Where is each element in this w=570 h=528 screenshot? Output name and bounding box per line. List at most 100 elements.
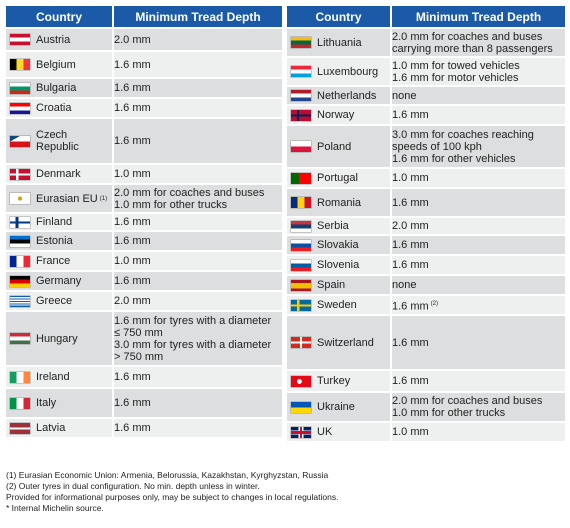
flag-no-icon [291,109,311,121]
country-name: Bulgaria [36,82,77,94]
flag-fr-icon [10,255,30,267]
country-cell: Ireland [6,365,114,387]
country-cell: UK [287,421,392,441]
flag-nl-icon [291,90,311,101]
footnote-marker: (1) [99,195,108,202]
depth-line: 1.6 mm for tyres with a diameter [114,314,272,327]
depth-cell: 1.6 mm [392,187,565,216]
depth-line: 1.6 mm [392,109,429,121]
flag-se-icon [291,299,311,311]
depth-line: 1.0 mm [114,168,151,180]
country-name: Turkey [317,375,351,387]
left-header-row: Country Minimum Tread Depth [6,6,282,27]
depth-line: 1.6 mm [114,275,151,287]
flag-tr-icon [291,375,311,387]
country-cell: Finland [6,212,114,230]
flag-eaeu-icon [10,193,30,204]
country-cell: Norway [287,104,392,124]
country-cell: Slovenia [287,254,392,274]
flag-hr-icon [10,102,30,114]
flag-sk-icon [291,239,311,251]
table-row: Romania 1.6 mm [287,187,565,216]
table-row: Denmark 1.0 mm [6,163,282,183]
country-name: Croatia [36,102,72,114]
country-cell: Switzerland [287,314,392,369]
table-row: Serbia 2.0 mm [287,216,565,234]
depth-cell: 1.6 mm [114,50,282,77]
country-cell-content: Switzerland [287,337,390,349]
country-cell: France [6,250,114,270]
country-name: Romania [317,196,362,209]
depth-cell: 1.6 mm [392,254,565,274]
country-cell: Lithuania [287,27,392,56]
country-cell-content: Latvia [6,422,112,434]
depth-line: 1.0 mm [392,426,429,438]
depth-line: 1.0 mm [392,172,429,184]
flag-rs-icon [291,220,311,232]
depth-cell: none [392,85,565,104]
depth-cell: 1.6 mm for tyres with a diameter ≤ 750 mm… [114,310,282,365]
depth-column-header: Minimum Tread Depth [392,6,565,27]
table-row: Bulgaria 1.6 mm [6,77,282,97]
country-cell-content: Croatia [6,102,112,114]
flag-ch-icon [291,337,311,348]
country-name: France [36,255,71,267]
right-table-body: Lithuania 2.0 mm for coaches and buses car… [287,27,565,441]
depth-cell: 1.6 mm [114,117,282,163]
country-name: Ukraine [317,401,355,413]
country-cell: Turkey [287,369,392,391]
footnote-source: * Internal Michelin source. [6,503,104,513]
table-row: Germany 1.6 mm [6,270,282,290]
depth-cell: 1.0 mm [392,421,565,441]
flag-ro-icon [291,197,311,208]
country-name: UK [317,426,333,438]
country-cell-content: Hungary [6,333,112,345]
flag-de-icon [10,275,30,287]
country-name: Belgium [36,58,76,71]
flag-ua-icon [291,401,311,413]
table-row: UK 1.0 mm [287,421,565,441]
depth-line: 1.6 mm [392,300,429,313]
depth-line: 1.6 mm [114,102,151,114]
depth-cell: 1.6 mm [392,314,565,369]
depth-line: 2.0 mm for coaches and buses [392,30,543,43]
country-cell-content: Slovakia [287,239,390,251]
country-name: Austria [36,33,71,46]
country-cell-content: Norway [287,109,390,121]
country-column-header: Country [287,6,392,27]
country-cell: Romania [287,187,392,216]
depth-cell: 1.0 mm [114,163,282,183]
table-row: Slovakia 1.6 mm [287,234,565,254]
footnote-1: (1) Eurasian Economic Union: Armenia, Be… [6,470,329,480]
depth-line: 1.6 mm [392,336,429,349]
depth-cell: 1.6 mm [114,417,282,437]
country-name: Hungary [36,332,78,345]
country-cell-content: Romania [287,197,390,209]
country-name: Portugal [317,172,358,184]
table-row: Turkey 1.6 mm [287,369,565,391]
depth-line: 1.0 mm for other trucks [114,198,228,211]
depth-cell: 1.6 mm [114,270,282,290]
country-name: Poland [317,140,352,153]
flag-ie-icon [10,371,30,383]
depth-line: 1.6 mm [392,375,429,387]
country-name: Switzerland [317,336,374,349]
depth-line: 1.6 mm [114,371,151,383]
country-name: Slovenia [317,259,360,271]
country-name: Lithuania [317,36,362,49]
country-cell: Estonia [6,230,114,250]
flag-uk-icon [291,426,311,438]
country-cell: Serbia [287,216,392,234]
country-cell-content: Bulgaria [6,82,112,94]
table-row: Switzerland 1.6 mm [287,314,565,369]
country-cell-content: Austria [6,34,112,46]
country-name: Serbia [317,220,349,232]
depth-line: ≤ 750 mm [114,326,163,339]
depth-cell: 1.6 mm [114,212,282,230]
flag-lt-icon [291,37,311,48]
country-name: Netherlands [317,89,377,102]
country-cell-content: Serbia [287,220,390,232]
depth-column-header: Minimum Tread Depth [114,6,282,27]
table-row: Austria 2.0 mm [6,27,282,50]
